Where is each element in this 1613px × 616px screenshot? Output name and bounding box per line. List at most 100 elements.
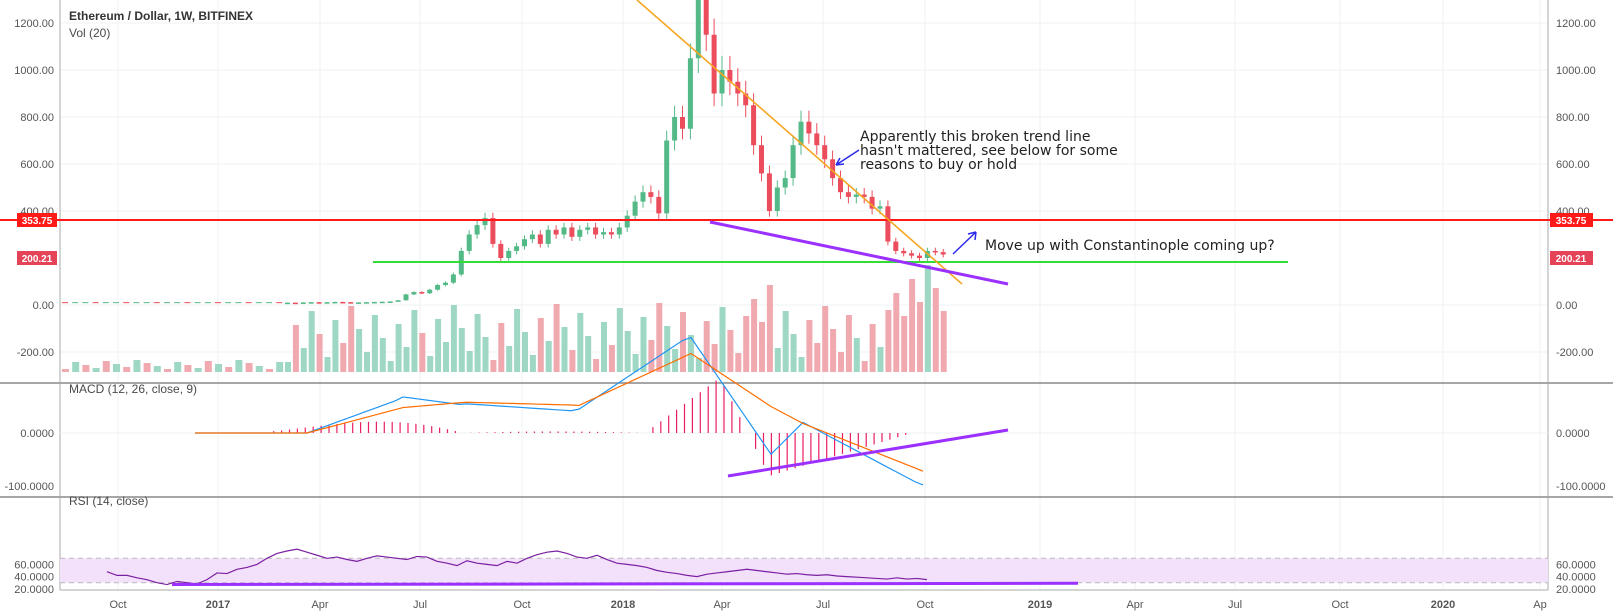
- volume-early-1: [72, 362, 80, 372]
- volume-bar-67: [814, 343, 821, 372]
- volume-bar-62: [774, 348, 781, 372]
- candle-body-62: [774, 187, 780, 211]
- volume-early-14: [204, 361, 212, 372]
- volume-early-6: [123, 367, 131, 372]
- volume-early-16: [225, 367, 233, 372]
- x-tick-12: Oct: [1331, 599, 1348, 611]
- macd-pane: [60, 336, 1548, 486]
- rsi-label: RSI (14, close): [69, 494, 149, 508]
- volume-bar-42: [616, 308, 623, 372]
- volume-bar-39: [593, 359, 600, 372]
- candle-body-34: [553, 229, 559, 235]
- volume-early-19: [255, 366, 263, 372]
- volume-bars: [62, 265, 947, 372]
- candle-body-25: [482, 218, 488, 226]
- candle-body-26: [490, 218, 496, 244]
- resistance-label-left-bg: [17, 213, 57, 227]
- volume-early-3: [92, 368, 100, 372]
- volume-bar-73: [861, 361, 868, 372]
- volume-bar-3: [308, 311, 315, 372]
- volume-bar-30: [522, 332, 528, 372]
- volume-bar-31: [529, 355, 536, 372]
- volume-bar-81: [924, 265, 931, 372]
- candle-body-30: [522, 239, 527, 247]
- volume-early-15: [215, 364, 222, 372]
- rsi-line: [106, 548, 928, 586]
- support-label-right: 200.21: [1556, 254, 1587, 265]
- volume-bar-37: [577, 313, 584, 372]
- volume-early-11: [174, 362, 182, 372]
- candle-body-29: [514, 246, 520, 251]
- volume-bar-2: [300, 348, 307, 372]
- volume-bar-8: [348, 306, 355, 372]
- candle-body-45: [640, 192, 646, 202]
- x-tick-9: 2019: [1028, 599, 1052, 611]
- volume-bar-35: [561, 327, 568, 372]
- volume-bar-74: [869, 324, 876, 372]
- candle-body-23: [466, 234, 472, 251]
- candle-body-64: [790, 145, 796, 179]
- candle-body-71: [845, 192, 851, 197]
- volume-bar-36: [569, 350, 576, 372]
- candle-body-60: [759, 145, 764, 174]
- candle-body-80: [917, 255, 922, 258]
- volume-bar-25: [482, 337, 489, 372]
- volume-bar-29: [514, 309, 521, 372]
- candle-body-10: [364, 302, 369, 304]
- price-tick-right-2: 800.00: [1556, 112, 1590, 124]
- volume-bar-54: [711, 344, 718, 372]
- candle-body-6: [332, 301, 338, 304]
- candle-body-4: [316, 302, 322, 304]
- candle-body-83: [940, 252, 946, 255]
- candle-body-15: [403, 294, 409, 301]
- x-tick-1: 2017: [206, 599, 230, 611]
- candle-body-43: [624, 215, 630, 228]
- volume-bar-69: [830, 329, 837, 372]
- candle-body-66: [806, 121, 812, 134]
- candle-body-78: [901, 250, 907, 254]
- rsi-tick-right-0: 60.0000: [1556, 559, 1596, 571]
- volume-bar-50: [680, 312, 686, 372]
- volume-bar-53: [703, 321, 710, 372]
- volume-early-18: [245, 363, 253, 372]
- volume-bar-78: [901, 316, 908, 372]
- macd-tick-right-0: 0.0000: [1556, 428, 1590, 440]
- macd-tick-left-1: -100.0000: [4, 481, 54, 493]
- volume-early-8: [143, 363, 151, 372]
- candle-body-27: [498, 243, 504, 258]
- candle-body-9: [356, 302, 362, 304]
- volume-bar-71: [845, 315, 852, 372]
- volume-early-12: [184, 365, 192, 372]
- volume-bar-19: [435, 319, 442, 372]
- volume-early-21: [276, 362, 284, 372]
- volume-bar-68: [822, 306, 829, 372]
- price-tick-right-0: 1200.00: [1556, 18, 1596, 30]
- x-tick-0: Oct: [109, 599, 126, 611]
- trend-note-line-2: hasn't mattered, see below for some: [860, 143, 1118, 159]
- candle-body-52: [695, 0, 701, 59]
- candle-body-19: [435, 285, 441, 290]
- candle-body-38: [585, 227, 591, 230]
- volume-bar-34: [553, 304, 560, 372]
- candle-body-56: [727, 70, 733, 82]
- x-tick-4: Oct: [513, 599, 530, 611]
- volume-bar-59: [751, 299, 758, 372]
- x-tick-8: Oct: [916, 599, 933, 611]
- candle-body-42: [616, 227, 622, 235]
- volume-bar-56: [727, 330, 734, 372]
- candle-body-82: [932, 250, 938, 253]
- signal-line: [195, 352, 924, 472]
- candle-body-54: [711, 34, 717, 94]
- candle-body-7: [340, 301, 346, 304]
- grid-lines: [60, 0, 1548, 590]
- support-label-left: 200.21: [22, 254, 53, 265]
- candle-body-21: [450, 274, 456, 283]
- chart-title: Ethereum / Dollar, 1W, BITFINEX: [69, 9, 254, 23]
- resistance-label-right: 353.75: [1556, 216, 1587, 227]
- rsi-tick-left-0: 60.0000: [14, 559, 54, 571]
- candle-body-14: [395, 300, 401, 302]
- volume-bar-72: [853, 338, 860, 372]
- price-tick-right-6: -200.00: [1556, 347, 1593, 359]
- candle-body-31: [529, 234, 535, 240]
